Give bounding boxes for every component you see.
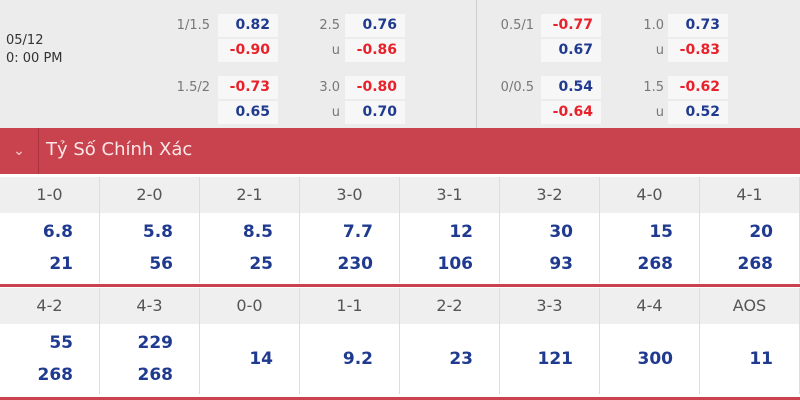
score-odds-away[interactable]: 93 [549, 254, 573, 274]
score-odds-cell[interactable]: 121 [500, 324, 600, 394]
score-odds-away[interactable]: 106 [437, 254, 474, 274]
divider [0, 397, 800, 400]
score-odds-cell[interactable]: 14 [200, 324, 300, 394]
score-label: 1-1 [300, 288, 400, 324]
score-label: 4-3 [100, 288, 200, 324]
handicap-away-odds[interactable]: 0.65 [218, 101, 278, 124]
score-odds-cell[interactable]: 8.5 25 [200, 213, 300, 283]
score-label: 2-2 [400, 288, 500, 324]
under-odds[interactable]: 0.52 [668, 101, 728, 124]
total-line: 3.0 [319, 80, 340, 95]
score-odds-home[interactable]: 55 [49, 333, 73, 353]
handicap-away-odds[interactable]: 0.67 [541, 39, 601, 62]
score-odds[interactable]: 9.2 [342, 349, 373, 369]
odds-panel: 05/12 0: 00 PM 1/1.5 0.82 -0.90 2.5 0.76 u -0.8… [0, 0, 800, 128]
score-odds-cell[interactable]: 15 268 [600, 213, 700, 283]
score-odds-cell[interactable]: 23 [400, 324, 500, 394]
under-odds[interactable]: -0.83 [668, 39, 728, 62]
under-label: u [331, 105, 340, 120]
handicap-home-odds[interactable]: -0.77 [541, 14, 601, 37]
handicap-line: 0/0.5 [500, 80, 534, 95]
score-odds-home[interactable]: 8.5 [242, 222, 273, 242]
score-label: 4-2 [0, 288, 100, 324]
score-label: 2-1 [200, 177, 300, 213]
score-odds-away[interactable]: 230 [337, 254, 374, 274]
handicap-line: 1/1.5 [176, 18, 210, 33]
score-odds-cell[interactable]: 30 93 [500, 213, 600, 283]
under-label: u [331, 43, 340, 58]
score-odds-away[interactable]: 25 [249, 254, 273, 274]
score-odds-cell[interactable]: 229 268 [100, 324, 200, 394]
handicap-away-odds[interactable]: -0.90 [218, 39, 278, 62]
under-label: u [655, 43, 664, 58]
over-odds[interactable]: 0.76 [345, 14, 405, 37]
score-odds[interactable]: 300 [637, 349, 674, 369]
score-odds[interactable]: 121 [537, 349, 574, 369]
over-odds[interactable]: -0.62 [668, 76, 728, 99]
score-odds-cell[interactable]: 55 268 [0, 324, 100, 394]
divider [0, 284, 800, 287]
section-title: Tỷ Số Chính Xác [46, 139, 193, 160]
section-header[interactable]: ⌄ Tỷ Số Chính Xác [0, 128, 800, 174]
score-label: 4-0 [600, 177, 700, 213]
over-odds[interactable]: -0.80 [345, 76, 405, 99]
score-odds-home[interactable]: 6.8 [42, 222, 73, 242]
handicap-line: 0.5/1 [500, 18, 534, 33]
under-odds[interactable]: 0.70 [345, 101, 405, 124]
score-odds-cell[interactable]: 9.2 [300, 324, 400, 394]
over-odds[interactable]: 0.73 [668, 14, 728, 37]
under-label: u [655, 105, 664, 120]
score-odds-cell[interactable]: 7.7 230 [300, 213, 400, 283]
score-odds-away[interactable]: 268 [637, 254, 674, 274]
score-label: 0-0 [200, 288, 300, 324]
score-odds-home[interactable]: 20 [749, 222, 773, 242]
score-odds-home[interactable]: 15 [649, 222, 673, 242]
handicap-away-odds[interactable]: -0.64 [541, 101, 601, 124]
score-label: 3-0 [300, 177, 400, 213]
score-odds[interactable]: 14 [249, 349, 273, 369]
score-odds-cell[interactable]: 6.8 21 [0, 213, 100, 283]
score-odds-home[interactable]: 30 [549, 222, 573, 242]
score-odds-cell[interactable]: 20 268 [700, 213, 800, 283]
score-odds[interactable]: 11 [749, 349, 773, 369]
handicap-line: 1.5/2 [176, 80, 210, 95]
score-odds[interactable]: 23 [449, 349, 473, 369]
chevron-down-icon[interactable]: ⌄ [0, 128, 39, 174]
score-odds-away[interactable]: 56 [149, 254, 173, 274]
score-odds-away[interactable]: 268 [737, 254, 774, 274]
score-odds-home[interactable]: 12 [449, 222, 473, 242]
match-date: 05/12 [6, 33, 44, 48]
score-label: 3-1 [400, 177, 500, 213]
score-odds-home[interactable]: 229 [137, 333, 174, 353]
score-odds-away[interactable]: 21 [49, 254, 73, 274]
under-odds[interactable]: -0.86 [345, 39, 405, 62]
divider [476, 0, 477, 128]
handicap-home-odds[interactable]: -0.73 [218, 76, 278, 99]
score-label: AOS [700, 288, 800, 324]
score-label: 3-2 [500, 177, 600, 213]
match-datetime: 05/12 0: 00 PM [6, 32, 63, 68]
score-odds-cell[interactable]: 12 106 [400, 213, 500, 283]
score-odds-away[interactable]: 268 [37, 365, 74, 385]
handicap-home-odds[interactable]: 0.82 [218, 14, 278, 37]
score-odds-away[interactable]: 268 [137, 365, 174, 385]
handicap-home-odds[interactable]: 0.54 [541, 76, 601, 99]
match-time: 0: 00 PM [6, 51, 63, 66]
score-odds-cell[interactable]: 300 [600, 324, 700, 394]
score-label: 4-4 [600, 288, 700, 324]
score-label: 1-0 [0, 177, 100, 213]
score-odds-cell[interactable]: 5.8 56 [100, 213, 200, 283]
score-odds-cell[interactable]: 11 [700, 324, 800, 394]
total-line: 1.0 [643, 18, 664, 33]
score-odds-home[interactable]: 7.7 [342, 222, 373, 242]
total-line: 1.5 [643, 80, 664, 95]
total-line: 2.5 [319, 18, 340, 33]
score-label: 3-3 [500, 288, 600, 324]
score-label: 2-0 [100, 177, 200, 213]
score-odds-home[interactable]: 5.8 [142, 222, 173, 242]
score-label: 4-1 [700, 177, 800, 213]
